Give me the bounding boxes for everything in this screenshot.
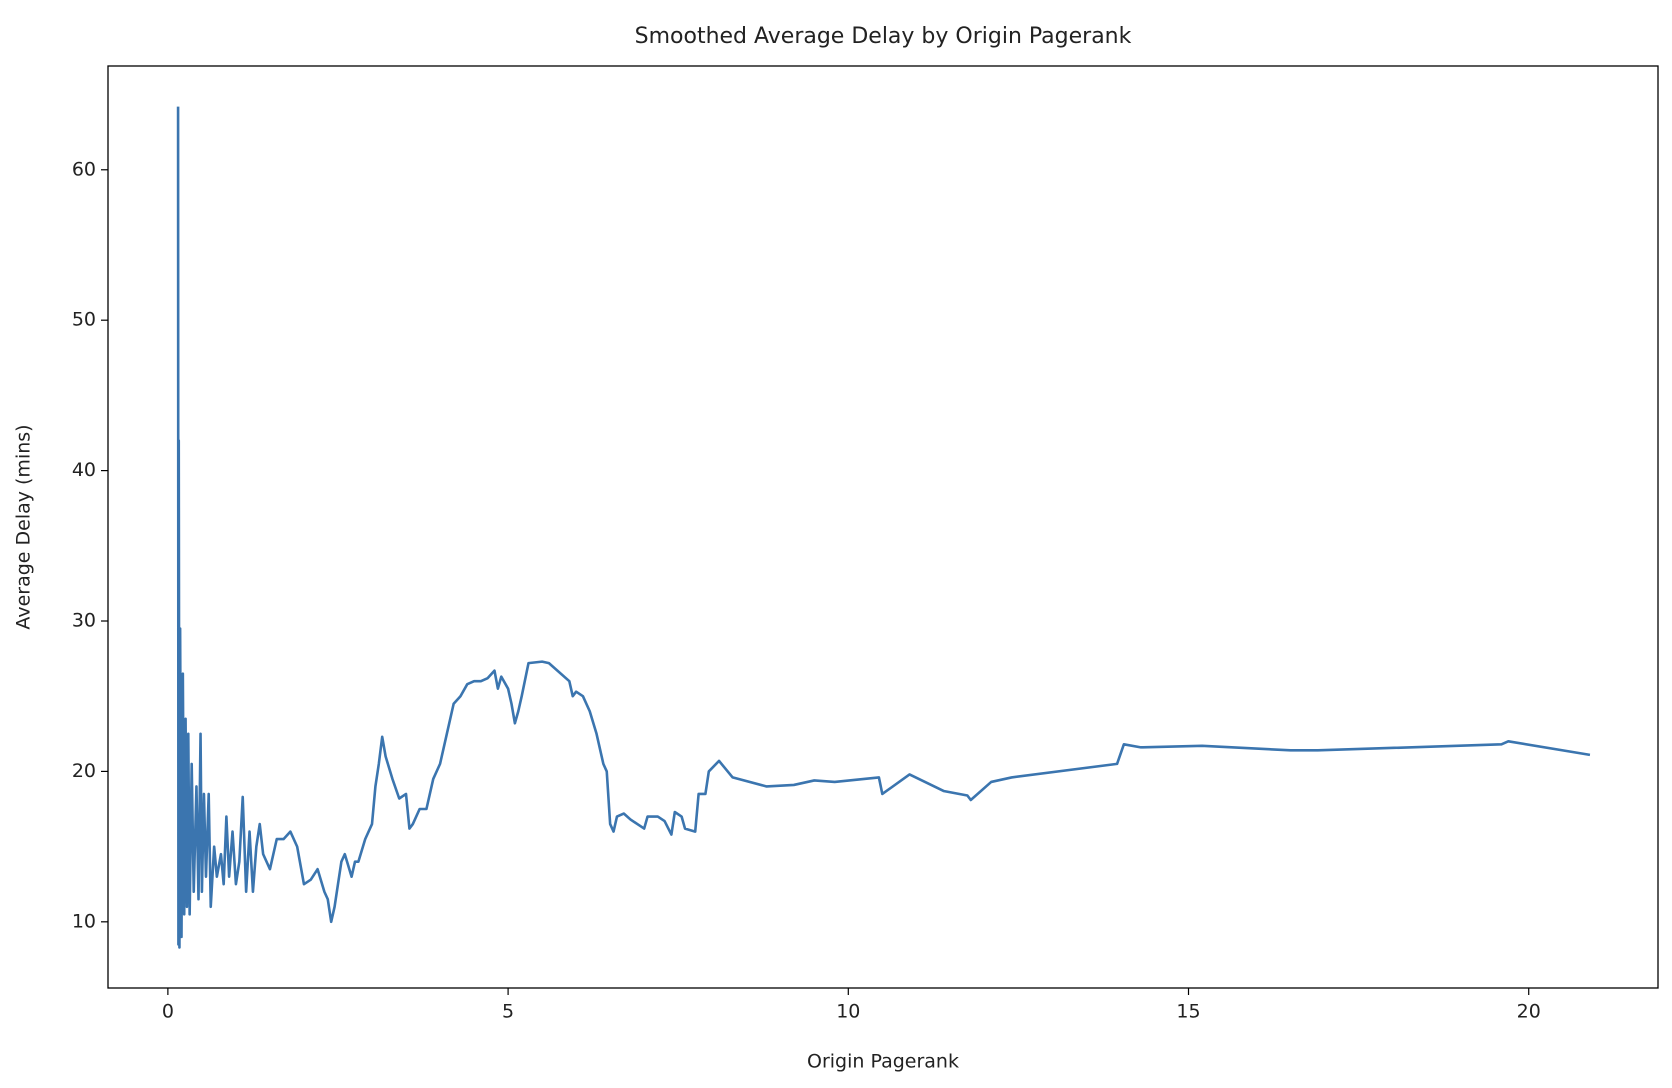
x-tick-label: 10: [836, 1001, 860, 1023]
y-tick-label: 60: [72, 158, 96, 180]
y-tick-label: 30: [72, 610, 96, 632]
chart-title: Smoothed Average Delay by Origin Pageran…: [635, 24, 1132, 49]
y-axis-label: Average Delay (mins): [13, 424, 35, 629]
x-tick-label: 0: [162, 1001, 174, 1023]
x-tick-label: 20: [1517, 1001, 1541, 1023]
y-tick-label: 20: [72, 760, 96, 782]
x-axis-label: Origin Pagerank: [807, 1051, 959, 1073]
x-tick-label: 15: [1176, 1001, 1200, 1023]
plot-frame: [107, 65, 1659, 989]
y-tick-label: 50: [72, 309, 96, 331]
x-tick-label: 5: [502, 1001, 514, 1023]
data-line: [176, 106, 1591, 949]
y-tick-label: 10: [72, 910, 96, 932]
y-tick-label: 40: [72, 459, 96, 481]
